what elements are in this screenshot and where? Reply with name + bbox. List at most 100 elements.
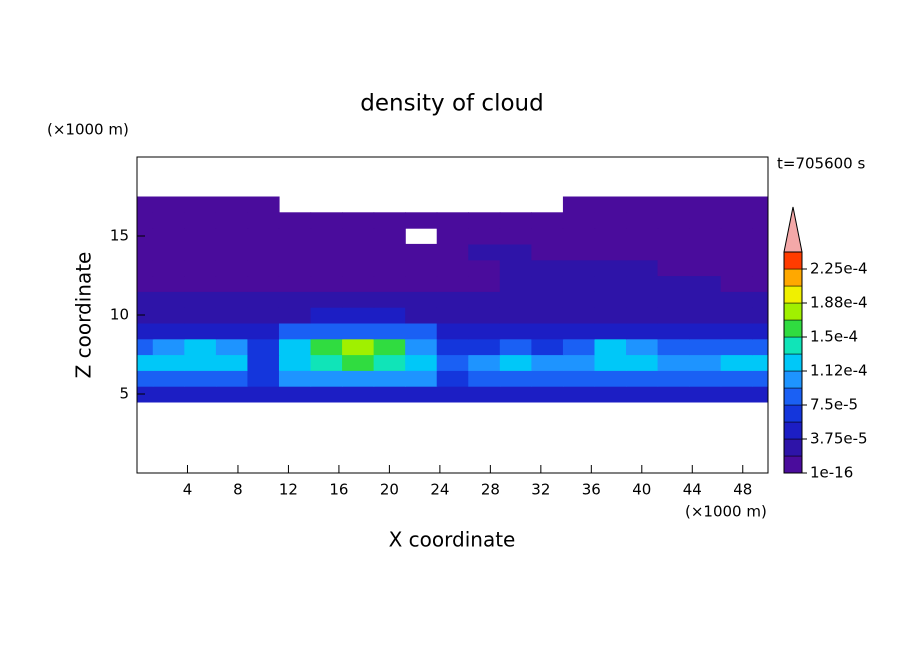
contour-cell [562, 386, 596, 403]
contour-cell [562, 354, 596, 371]
contour-cell [468, 212, 501, 229]
contour-cell [247, 370, 280, 387]
contour-cell [278, 259, 312, 277]
y-axis-label: Z coordinate [72, 252, 96, 379]
colorbar-box [783, 404, 803, 423]
contour-cell [657, 370, 690, 387]
contour-cell [657, 354, 690, 371]
contour-cell [657, 338, 690, 356]
colorbar-box [783, 353, 803, 372]
contour-cell [562, 338, 596, 356]
contour-cell [373, 275, 406, 292]
contour-cell [373, 354, 406, 371]
contour-cell [720, 228, 753, 245]
contour-cell [626, 322, 659, 340]
contour-cell [310, 370, 343, 387]
contour-cell [278, 338, 312, 356]
contour-cell [373, 386, 406, 403]
contour-cell [594, 386, 627, 403]
contour-cell [310, 275, 343, 292]
contour-cell [657, 291, 690, 308]
contour-cell [499, 322, 532, 340]
colorbar-box [783, 336, 803, 355]
contour-cell [720, 196, 753, 213]
contour-cell [137, 386, 154, 403]
colorbar-tick-label: 3.75e-5 [810, 430, 868, 448]
contour-cell [342, 212, 375, 229]
contour-cell [436, 228, 469, 245]
contour-cell [152, 228, 185, 245]
contour-cell [436, 291, 469, 308]
contour-cell [720, 338, 753, 356]
contour-cell [436, 259, 469, 277]
colorbar-tick-label: 1.88e-4 [810, 294, 868, 312]
contour-cell [531, 275, 564, 292]
x-tick-label: 20 [380, 481, 399, 499]
x-tick-label: 32 [531, 481, 550, 499]
contour-cell [247, 307, 280, 324]
contour-cell [626, 275, 659, 292]
contour-cell [247, 354, 280, 371]
contour-cell [626, 370, 659, 387]
contour-cell [689, 338, 722, 356]
contour-cell [562, 291, 596, 308]
contour-cell [405, 307, 438, 324]
contour-cell [752, 196, 768, 213]
contour-cell [137, 259, 154, 277]
contour-cell [468, 307, 501, 324]
y-tick-label: 10 [110, 306, 129, 324]
contour-cell [342, 275, 375, 292]
contour-cell [405, 212, 438, 229]
contour-cell [247, 338, 280, 356]
contour-cell [594, 196, 627, 213]
contour-cell [137, 307, 154, 324]
x-tick-label: 40 [632, 481, 651, 499]
contour-cell [137, 354, 154, 371]
y-unit: (×1000 m) [47, 121, 129, 139]
contour-cell [184, 212, 217, 229]
contour-cell [562, 322, 596, 340]
colorbar-box [783, 421, 803, 440]
contour-cell [137, 212, 154, 229]
contour-cell [373, 338, 406, 356]
contour-field [137, 196, 768, 403]
contour-cell [137, 228, 154, 245]
contour-cell [310, 259, 343, 277]
contour-cell [405, 322, 438, 340]
contour-cell [342, 354, 375, 371]
contour-cell [562, 307, 596, 324]
colorbar-frame [783, 251, 803, 474]
contour-cell [657, 307, 690, 324]
contour-cell [152, 291, 185, 308]
contour-cell [436, 275, 469, 292]
contour-cell [468, 338, 501, 356]
contour-cell [310, 322, 343, 340]
contour-cell [152, 196, 185, 213]
contour-cell [247, 275, 280, 292]
contour-cell [657, 322, 690, 340]
contour-cell [594, 259, 627, 277]
contour-cell [499, 243, 532, 261]
colorbar-box [783, 319, 803, 338]
contour-cell [689, 291, 722, 308]
contour-cell [720, 370, 753, 387]
contour-cell [342, 370, 375, 387]
contour-cell [468, 228, 501, 245]
contour-cell [531, 307, 564, 324]
contour-cell [468, 370, 501, 387]
contour-cell [720, 243, 753, 261]
contour-cell [215, 243, 249, 261]
contour-cell [215, 196, 249, 213]
x-tick-label: 12 [279, 481, 298, 499]
contour-cell [752, 275, 768, 292]
contour-cell [468, 259, 501, 277]
contour-cell [152, 212, 185, 229]
contour-cell [531, 291, 564, 308]
contour-cell [152, 259, 185, 277]
contour-cell [752, 243, 768, 261]
contour-cell [626, 196, 659, 213]
contour-cell [152, 386, 185, 403]
contour-cell [247, 259, 280, 277]
contour-cell [626, 354, 659, 371]
